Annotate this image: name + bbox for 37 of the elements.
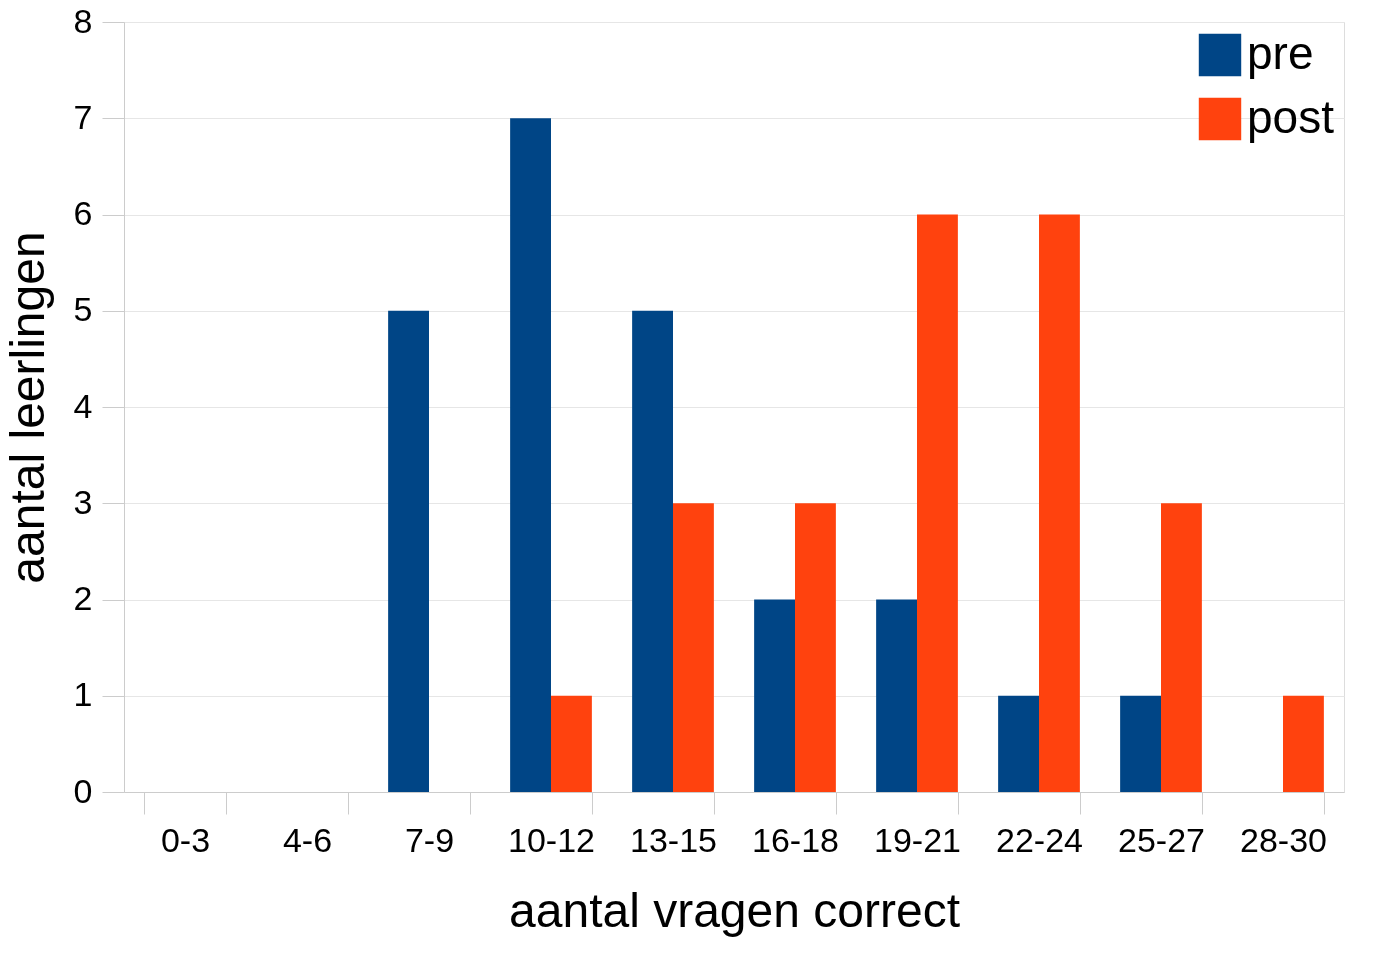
y-tick-label: 4 [73,386,93,425]
y-axis-title: aantal leerlingen [0,231,54,584]
bar [1161,503,1202,792]
bar [551,695,592,792]
bar [754,599,795,792]
bar [876,599,917,792]
bar [388,310,429,792]
bar [795,503,836,792]
y-tick-label: 8 [73,1,93,40]
x-tick-label: 0-3 [160,820,211,859]
bar [632,310,673,792]
y-tick-label: 1 [73,675,93,714]
x-tick-label: 10-12 [508,820,595,859]
y-tick-label: 5 [73,290,93,329]
bar [1283,695,1324,792]
x-tick-label: 25-27 [1118,820,1205,859]
bar [1039,214,1080,792]
y-tick-label: 2 [73,579,93,617]
bar [673,503,714,792]
x-tick-label: 13-15 [630,820,717,859]
x-tick-label: 4-6 [282,820,333,859]
x-tick-label: 19-21 [874,820,961,859]
x-axis-title: aantal vragen correct [509,883,960,937]
legend-label: pre [1247,27,1314,79]
bar [917,214,958,792]
y-tick-label: 0 [73,771,93,810]
y-tick-label: 6 [73,194,93,232]
legend-label: post [1247,91,1335,143]
y-tick-label: 7 [73,97,93,136]
bar [510,118,551,792]
x-tick-label: 7-9 [404,820,455,859]
x-tick-label: 16-18 [752,820,839,859]
x-tick-label: 28-30 [1240,820,1327,859]
x-tick-label: 22-24 [996,820,1083,859]
bar [1120,695,1161,792]
bar [998,695,1039,792]
y-tick-label: 3 [73,482,93,521]
